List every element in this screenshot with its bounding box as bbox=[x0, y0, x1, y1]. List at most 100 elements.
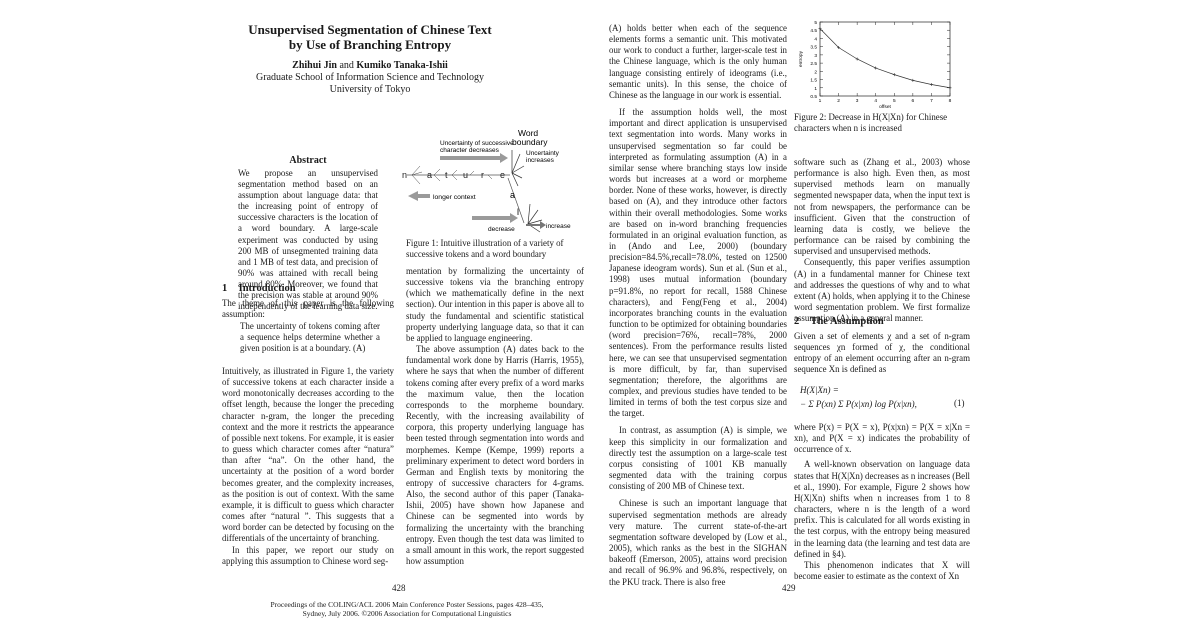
data-point bbox=[818, 27, 822, 31]
affiliation-line-1: Graduate School of Information Science a… bbox=[256, 72, 484, 83]
fig1-label-uncertainty-decreases-1: Uncertainty of successive bbox=[440, 140, 514, 147]
fig1-label-uncertainty-decreases-2: character decreases bbox=[440, 147, 500, 154]
fig1-small-branches bbox=[411, 165, 493, 185]
fig1-label-boundary: boundary bbox=[512, 137, 548, 147]
intro-paragraph-2: Intuitively, as illustrated in Figure 1,… bbox=[222, 366, 394, 567]
y-tick-label: 3.5 bbox=[810, 45, 817, 51]
fig1-label-increase: increase bbox=[546, 223, 571, 230]
fig1-label-decrease: decrease bbox=[488, 226, 515, 233]
assumption-quote: The uncertainty of tokens coming after a… bbox=[240, 321, 380, 354]
fig1-char: t bbox=[445, 170, 448, 180]
y-tick-label: 4.5 bbox=[810, 28, 817, 34]
author-and: and bbox=[339, 60, 354, 71]
paper-title: Unsupervised Segmentation of Chinese Tex… bbox=[230, 22, 510, 52]
left-column-2: mentation by formalizing the uncertainty… bbox=[406, 266, 584, 567]
section-2-number: 2 bbox=[794, 316, 800, 327]
col2-p2: The above assumption (A) dates back to t… bbox=[406, 344, 584, 567]
data-point bbox=[874, 66, 878, 70]
page-number-429: 429 bbox=[782, 583, 796, 593]
fig1-increase-arrow bbox=[526, 221, 546, 229]
fig1-label-longer-context: longer context bbox=[433, 194, 476, 201]
x-tick-label: 4 bbox=[874, 98, 877, 104]
x-tick-label: 1 bbox=[819, 98, 822, 104]
figure-1-caption: Figure 1: Intuitive illustration of a va… bbox=[406, 238, 564, 260]
figure-2-chart: 0.511.522.533.544.551 2 3 4 5 6 7 8offsetentrop… bbox=[798, 20, 952, 110]
assumption-paragraph-2: where P(x) = P(X = x), P(x|xn) = P(X = x… bbox=[794, 422, 970, 582]
fig1-branch-char: l bbox=[517, 207, 519, 217]
fig1-char: u bbox=[463, 170, 468, 180]
fig1-decrease-arrow-bottom bbox=[472, 213, 518, 223]
x-axis-label: offset bbox=[879, 104, 891, 110]
fig1-label-uncertainty-increases-1: Uncertainty bbox=[526, 150, 560, 157]
data-point bbox=[855, 57, 859, 61]
equation-1: H(X|Xn) = − Σ P(xn) Σ P(x|xn) log P(x|xn… bbox=[800, 384, 940, 410]
y-axis-label: entropy bbox=[798, 50, 804, 67]
data-point bbox=[911, 78, 915, 82]
intro-paragraph-1: The theme of this paper is the following… bbox=[222, 298, 394, 320]
y-tick-label: 1 bbox=[814, 86, 817, 92]
footer-line-1: Proceedings of the COLING/ACL 2006 Main … bbox=[270, 600, 544, 609]
section-2-heading: 2 The Assumption bbox=[794, 316, 884, 327]
assump-p1: Given a set of elements χ and a set of n… bbox=[794, 331, 970, 375]
data-point bbox=[892, 73, 896, 77]
y-tick-label: 2 bbox=[814, 69, 817, 75]
right-col1-p2: If the assumption holds well, the most i… bbox=[609, 107, 787, 419]
assump-p4: This phenomenon indicates that X will be… bbox=[794, 559, 970, 582]
fig1-char: a bbox=[427, 170, 432, 180]
title-line-2: by Use of Branching Entropy bbox=[288, 37, 452, 52]
y-tick-label: 4 bbox=[814, 36, 817, 42]
section-1-heading: 1 Introduction bbox=[222, 283, 296, 294]
footer-line-2: Sydney, July 2006. ©2006 Association for… bbox=[302, 609, 512, 618]
fig1-char: e bbox=[500, 170, 505, 180]
right-column-2-top: software such as (Zhang et al., 2003) wh… bbox=[794, 157, 970, 324]
equation-number: (1) bbox=[954, 398, 965, 408]
author-1: Zhihui Jin bbox=[292, 60, 337, 71]
right-col1-p1: (A) holds better when each of the sequen… bbox=[609, 23, 787, 100]
fig1-label-uncertainty-increases-2: increases bbox=[526, 157, 555, 164]
page-429: (A) holds better when each of the sequen… bbox=[600, 0, 1200, 628]
intro-p3: In this paper, we report our study on ap… bbox=[222, 544, 394, 566]
fig1-char: n bbox=[402, 170, 407, 180]
x-tick-label: 6 bbox=[912, 98, 915, 104]
assumption-paragraph-1: Given a set of elements χ and a set of n… bbox=[794, 331, 970, 376]
intro-p2: Intuitively, as illustrated in Figure 1,… bbox=[222, 366, 394, 544]
x-tick-label: 8 bbox=[949, 98, 952, 104]
fig1-char: r bbox=[481, 170, 484, 180]
fig1-branch-path bbox=[507, 177, 525, 224]
x-tick-label: 7 bbox=[930, 98, 933, 104]
right-col2-p1: software such as (Zhang et al., 2003) wh… bbox=[794, 157, 970, 257]
abstract-heading: Abstract bbox=[289, 155, 327, 166]
right-col1-p4: Chinese is such an important language th… bbox=[609, 498, 787, 587]
x-tick-label: 2 bbox=[837, 98, 840, 104]
right-col2-p2: Consequently, this paper verifies assump… bbox=[794, 257, 970, 324]
fig1-branch-burst-bottom bbox=[527, 203, 543, 233]
series-line bbox=[819, 28, 951, 89]
data-point bbox=[837, 45, 841, 49]
figure-1-illustration: Uncertainty of successive character decr… bbox=[402, 128, 571, 233]
eq-line-1: H(X|Xn) = bbox=[800, 385, 839, 395]
assump-p2: where P(x) = P(X = x), P(x|xn) = P(X = x… bbox=[794, 422, 970, 455]
x-tick-label: 3 bbox=[856, 98, 859, 104]
abstract-text: We propose an unsupervised segmentation … bbox=[238, 168, 378, 312]
intro-p1: The theme of this paper is the following… bbox=[222, 298, 394, 320]
data-point bbox=[929, 82, 933, 86]
right-col1-p3: In contrast, as assumption (A) is simple… bbox=[609, 425, 787, 492]
affiliation-line-2: University of Tokyo bbox=[329, 84, 411, 95]
page-number-428: 428 bbox=[392, 583, 406, 593]
proceedings-footer: Proceedings of the COLING/ACL 2006 Main … bbox=[262, 600, 552, 618]
fig1-branch-char: a bbox=[510, 190, 515, 200]
section-1-title: Introduction bbox=[238, 283, 296, 294]
section-2-title: The Assumption bbox=[810, 316, 884, 327]
fig1-label-word: Word bbox=[518, 128, 538, 138]
section-1-number: 1 bbox=[222, 283, 228, 294]
figure-2-caption: Figure 2: Decrease in H(X|Xn) for Chines… bbox=[794, 112, 948, 134]
fig1-branch-burst-top bbox=[511, 150, 525, 187]
col2-p1: mentation by formalizing the uncertainty… bbox=[406, 266, 584, 343]
right-column-1: (A) holds better when each of the sequen… bbox=[609, 23, 787, 588]
y-tick-label: 2.5 bbox=[810, 61, 817, 67]
x-tick-label: 5 bbox=[893, 98, 896, 104]
y-tick-label: 5 bbox=[814, 20, 817, 26]
data-point bbox=[948, 86, 952, 90]
author-2: Kumiko Tanaka-Ishii bbox=[356, 60, 448, 71]
y-tick-label: 1.5 bbox=[810, 78, 817, 84]
